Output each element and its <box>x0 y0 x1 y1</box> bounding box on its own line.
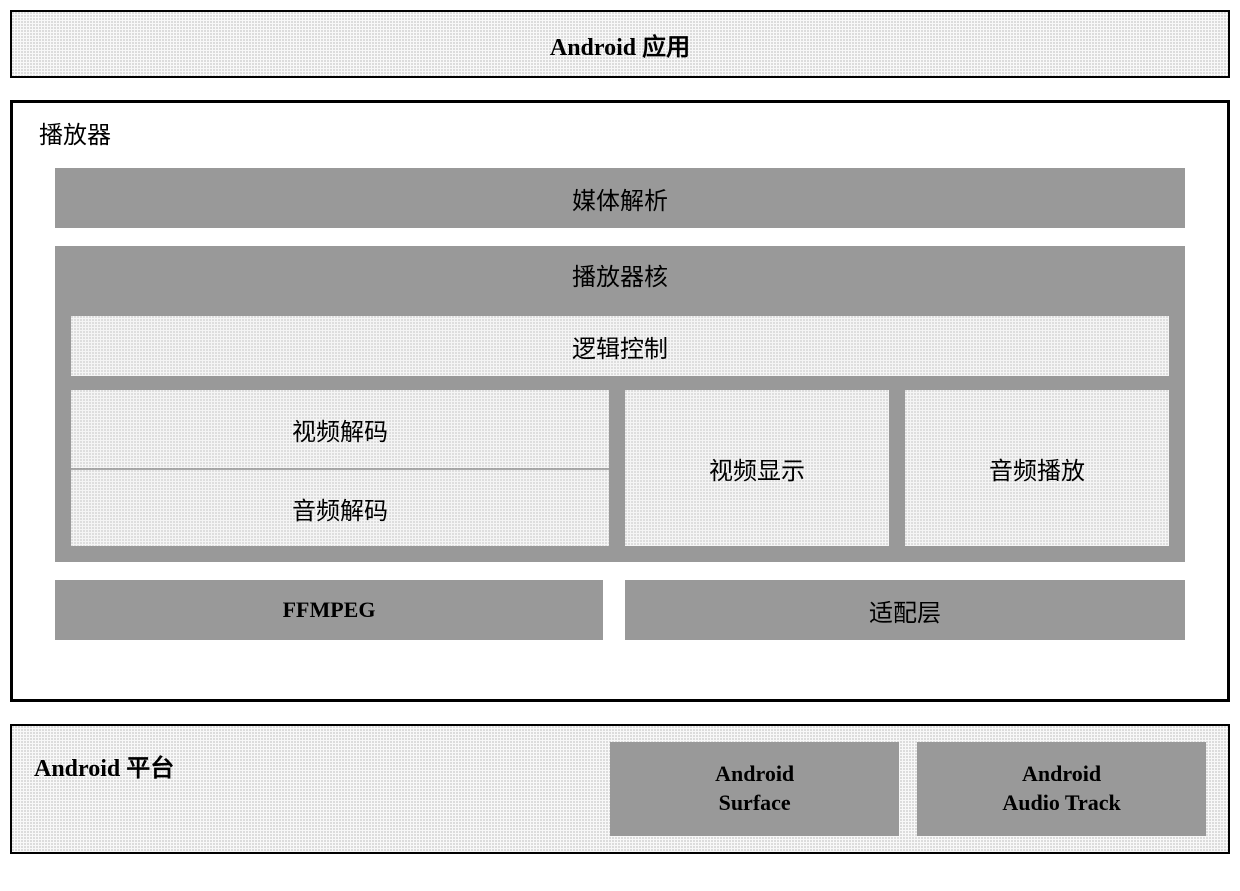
player-container: 播放器 媒体解析 播放器核 逻辑控制 视频解码 音频解码 视频显示 <box>10 100 1230 702</box>
android-platform-title: Android 平台 <box>34 748 174 783</box>
android-app-box: Android 应用 <box>10 10 1230 78</box>
video-display-box: 视频显示 <box>625 390 889 546</box>
ffmpeg-box: FFMPEG <box>55 580 603 640</box>
android-audiotrack-box: Android Audio Track <box>917 742 1206 836</box>
media-parse-label: 媒体解析 <box>572 181 668 216</box>
android-app-label: Android 应用 <box>550 27 690 62</box>
platform-right-group: Android Surface Android Audio Track <box>610 742 1206 836</box>
player-core-box: 播放器核 逻辑控制 视频解码 音频解码 视频显示 音频播放 <box>55 246 1185 562</box>
android-platform-box: Android 平台 Android Surface Android Audio… <box>10 724 1230 854</box>
adapter-label: 适配层 <box>869 593 941 628</box>
ffmpeg-label: FFMPEG <box>283 597 376 623</box>
video-decode-label: 视频解码 <box>292 412 388 447</box>
player-core-titlebar: 播放器核 <box>55 246 1185 302</box>
audio-decode-label: 音频解码 <box>292 491 388 526</box>
audio-play-box: 音频播放 <box>905 390 1169 546</box>
android-surface-label: Android Surface <box>715 760 794 817</box>
logic-control-label: 逻辑控制 <box>572 329 668 364</box>
video-display-label: 视频显示 <box>709 451 805 486</box>
decode-left-column: 视频解码 音频解码 <box>71 390 609 546</box>
player-bottom-row: FFMPEG 适配层 <box>55 580 1185 640</box>
decode-right-column: 视频显示 音频播放 <box>625 390 1169 546</box>
player-core-label: 播放器核 <box>572 257 668 292</box>
android-surface-box: Android Surface <box>610 742 899 836</box>
audio-decode-box: 音频解码 <box>71 468 609 546</box>
logic-control-box: 逻辑控制 <box>71 316 1169 376</box>
android-audiotrack-label: Android Audio Track <box>1002 760 1120 817</box>
player-title: 播放器 <box>39 115 1203 150</box>
audio-play-label: 音频播放 <box>989 451 1085 486</box>
media-parse-box: 媒体解析 <box>55 168 1185 228</box>
adapter-box: 适配层 <box>625 580 1185 640</box>
decode-row: 视频解码 音频解码 视频显示 音频播放 <box>71 390 1169 546</box>
video-decode-box: 视频解码 <box>71 390 609 468</box>
